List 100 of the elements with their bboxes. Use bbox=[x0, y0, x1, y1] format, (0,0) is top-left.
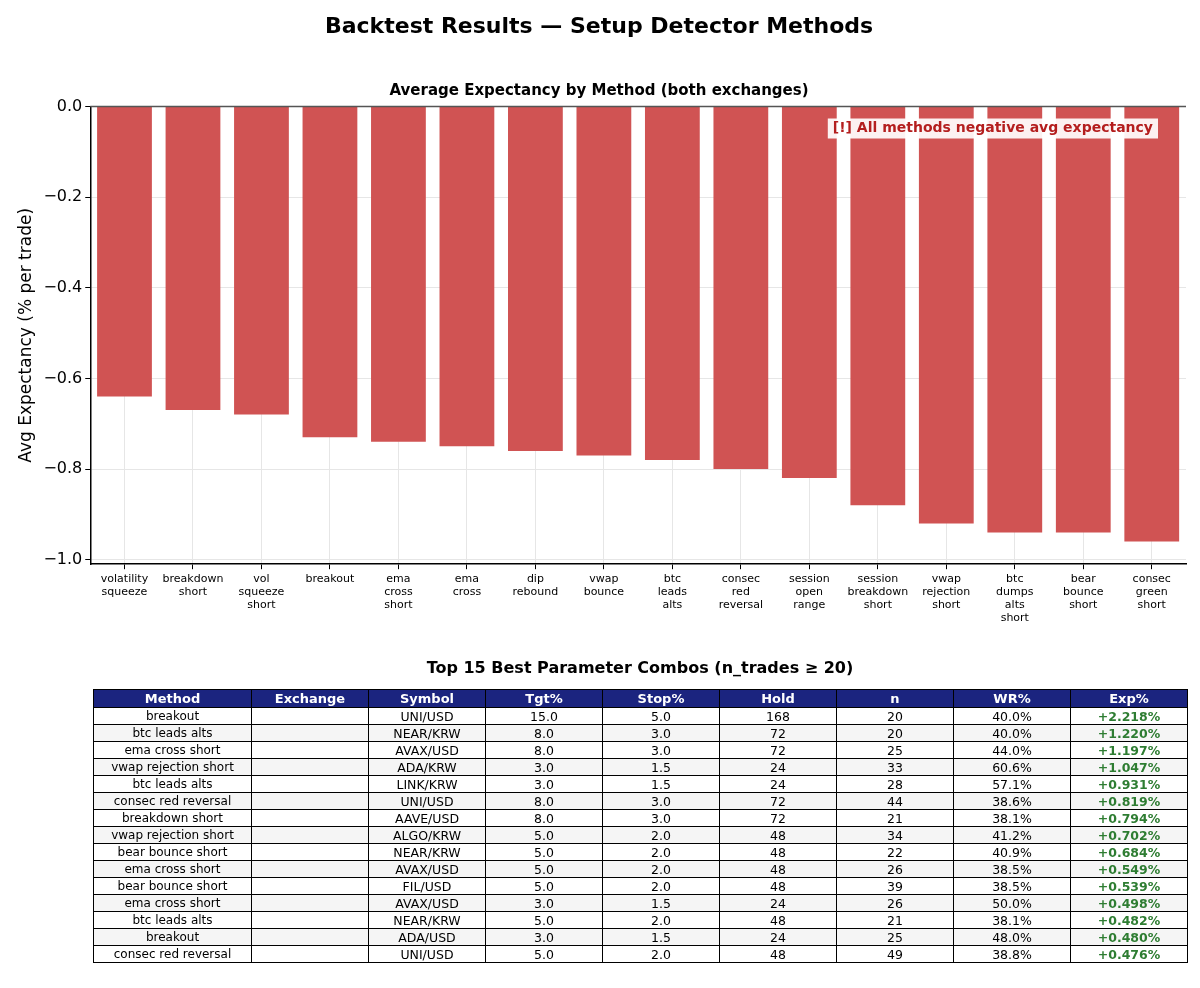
text: breakdown short bbox=[121, 811, 223, 825]
text: 48 bbox=[770, 946, 786, 962]
text: +0.794% bbox=[1097, 810, 1161, 826]
text: 39 bbox=[887, 878, 903, 894]
x-tick-label: volatility squeeze bbox=[100, 571, 149, 598]
text: 48.0% bbox=[992, 929, 1032, 945]
text: 25 bbox=[887, 929, 903, 945]
category-label: WR% bbox=[953, 689, 1071, 708]
text: 26 bbox=[887, 861, 903, 877]
text: 3.0 bbox=[651, 725, 671, 741]
text: 168 bbox=[766, 708, 790, 724]
text: +2.218% bbox=[1097, 708, 1161, 724]
category-label: Method bbox=[93, 689, 252, 708]
text: +0.702% bbox=[1097, 827, 1161, 843]
text: UNI/USD bbox=[400, 946, 454, 962]
y-tick-label: −0.8 bbox=[43, 458, 83, 478]
x-tick-label: vwap rejection short bbox=[922, 571, 971, 612]
text: 5.0 bbox=[534, 912, 554, 928]
text: 3.0 bbox=[534, 895, 554, 911]
x-tick-label: consec green short bbox=[1132, 571, 1171, 612]
text: 3.0 bbox=[534, 776, 554, 792]
text: 2.0 bbox=[651, 946, 671, 962]
chart-subtitle: Average Expectancy by Method (both exchanges) bbox=[389, 81, 809, 100]
text: ALGO/KRW bbox=[393, 827, 461, 843]
text: 5.0 bbox=[534, 878, 554, 894]
text: +0.931% bbox=[1097, 776, 1161, 792]
text: NEAR/KRW bbox=[393, 725, 461, 741]
text: breakout bbox=[145, 709, 200, 723]
text: LINK/KRW bbox=[396, 776, 458, 792]
text: btc leads alts bbox=[132, 913, 213, 927]
x-tick-label: ema cross short bbox=[384, 571, 414, 612]
text: 48 bbox=[770, 844, 786, 860]
text: 44 bbox=[887, 793, 903, 809]
text: 2.0 bbox=[651, 861, 671, 877]
text: 1.5 bbox=[651, 929, 671, 945]
text: 26 bbox=[887, 895, 903, 911]
text: 3.0 bbox=[651, 793, 671, 809]
text: 22 bbox=[887, 844, 903, 860]
text: 3.0 bbox=[534, 759, 554, 775]
text: AAVE/USD bbox=[394, 810, 460, 826]
text: 33 bbox=[887, 759, 903, 775]
text: 3.0 bbox=[651, 810, 671, 826]
text: 72 bbox=[770, 742, 786, 758]
text: NEAR/KRW bbox=[393, 844, 461, 860]
text: AVAX/USD bbox=[395, 895, 459, 911]
x-tick-label: session breakdown short bbox=[847, 571, 909, 612]
category-label: Exchange bbox=[251, 689, 369, 708]
text: AVAX/USD bbox=[395, 861, 459, 877]
text: 57.1% bbox=[992, 776, 1032, 792]
text: 49 bbox=[887, 946, 903, 962]
category-label: Stop% bbox=[602, 689, 720, 708]
category-label: Exp% bbox=[1070, 689, 1188, 708]
category-label: Tgt% bbox=[485, 689, 603, 708]
text: +0.684% bbox=[1097, 844, 1161, 860]
x-tick-label: breakout bbox=[305, 571, 356, 585]
text: 8.0 bbox=[534, 742, 554, 758]
x-tick-label: ema cross bbox=[452, 571, 482, 598]
text: 21 bbox=[887, 912, 903, 928]
text: +0.498% bbox=[1097, 895, 1161, 911]
x-tick-label: btc leads alts bbox=[657, 571, 688, 612]
text: 41.2% bbox=[992, 827, 1032, 843]
text: vwap rejection short bbox=[111, 828, 234, 842]
text: consec red reversal bbox=[113, 794, 232, 808]
y-tick-label: −0.2 bbox=[43, 186, 83, 206]
text: 2.0 bbox=[651, 827, 671, 843]
text: +1.047% bbox=[1097, 759, 1161, 775]
text: consec red reversal bbox=[113, 947, 232, 961]
text: 2.0 bbox=[651, 844, 671, 860]
text: 24 bbox=[770, 895, 786, 911]
text: 3.0 bbox=[534, 929, 554, 945]
text: 72 bbox=[770, 793, 786, 809]
text: btc leads alts bbox=[132, 726, 213, 740]
text: 8.0 bbox=[534, 810, 554, 826]
text: btc leads alts bbox=[132, 777, 213, 791]
text: 48 bbox=[770, 827, 786, 843]
category-label: Symbol bbox=[368, 689, 486, 708]
text: 2.0 bbox=[651, 878, 671, 894]
text: 48 bbox=[770, 912, 786, 928]
y-tick-label: 0.0 bbox=[56, 95, 83, 115]
chart-title: Backtest Results — Setup Detector Methods bbox=[324, 12, 874, 38]
text: 5.0 bbox=[651, 708, 671, 724]
text: 21 bbox=[887, 810, 903, 826]
text: 50.0% bbox=[992, 895, 1032, 911]
category-label: Hold bbox=[719, 689, 837, 708]
text: 40.0% bbox=[992, 708, 1032, 724]
y-tick-label: −0.6 bbox=[43, 367, 83, 387]
text: 1.5 bbox=[651, 895, 671, 911]
x-tick-label: consec red reversal bbox=[718, 571, 764, 612]
text: 38.8% bbox=[992, 946, 1032, 962]
text: 8.0 bbox=[534, 793, 554, 809]
text: +1.220% bbox=[1097, 725, 1161, 741]
text: 5.0 bbox=[534, 844, 554, 860]
text: 38.1% bbox=[992, 912, 1032, 928]
text: 24 bbox=[770, 929, 786, 945]
x-tick-label: breakdown short bbox=[162, 571, 224, 598]
text: ema cross short bbox=[124, 743, 221, 757]
text: Top 15 Best Parameter Combos (n_trades ≥ 20) bbox=[425, 658, 855, 677]
text: bear bounce short bbox=[117, 845, 228, 859]
text: UNI/USD bbox=[400, 708, 454, 724]
text: +0.480% bbox=[1097, 929, 1161, 945]
